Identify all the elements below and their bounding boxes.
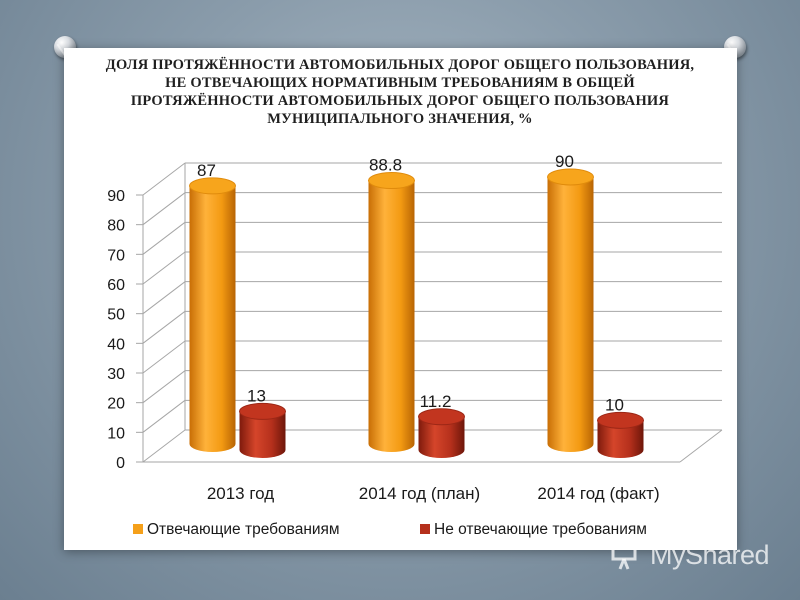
presentation-icon [611,541,641,570]
gridline-depth [142,429,186,463]
y-tick-label: 10 [107,425,125,442]
gridline-depth [142,221,186,255]
bar [239,402,286,458]
floor-right-edge [679,429,723,463]
legend-label: Не отвечающие требованиям [434,521,647,538]
x-tick-label: 2014 год (план) [359,484,480,503]
gridline-depth [142,310,186,344]
y-tick-label: 30 [107,366,125,383]
gridline-depth [142,251,186,285]
data-label: 90 [555,152,574,171]
bar-body [368,180,415,452]
y-tick-label: 70 [107,247,125,264]
bar-top [547,168,594,186]
x-tick-label: 2014 год (факт) [537,484,659,503]
bar-top [368,172,415,190]
legend-swatch [133,524,143,534]
y-tick-label: 0 [116,455,125,472]
gridline-depth [142,399,186,433]
watermark-text: MyShared [650,539,770,570]
bar-top [597,411,644,429]
bar [597,411,644,458]
data-label: 88.8 [369,156,402,175]
data-label: 11.2 [420,392,452,411]
data-label: 87 [197,161,216,180]
gridline-depth [142,370,186,404]
x-tick-label: 2013 год [207,484,274,503]
y-tick-label: 50 [107,307,125,324]
gridline-depth [142,192,186,226]
bar [368,172,415,452]
gridline-depth [142,281,186,315]
bar [189,177,236,452]
gridline-depth [142,162,186,196]
bar-top [418,408,465,426]
bar-body [418,416,465,458]
y-tick-label: 20 [107,396,125,413]
legend-label: Отвечающие требованиям [147,521,340,538]
y-tick-label: 80 [107,218,125,235]
bar [418,408,465,458]
bar-top [189,177,236,195]
bar-body [597,420,644,458]
data-label: 13 [247,386,266,405]
watermark: MyShared [610,538,770,572]
y-tick-label: 40 [107,336,125,353]
chart-title: ДОЛЯ ПРОТЯЖЁННОСТИ АВТОМОБИЛЬНЫХ ДОРОГ О… [105,57,695,127]
gridline-depth [142,340,186,374]
bar-top [239,402,286,420]
y-tick-label: 60 [107,277,125,294]
bar-body [547,177,594,452]
legend-swatch [420,524,430,534]
bar-body [239,411,286,458]
bar [547,168,594,452]
bar-body [189,185,236,452]
data-label: 10 [605,395,624,414]
y-tick-label: 90 [107,188,125,205]
